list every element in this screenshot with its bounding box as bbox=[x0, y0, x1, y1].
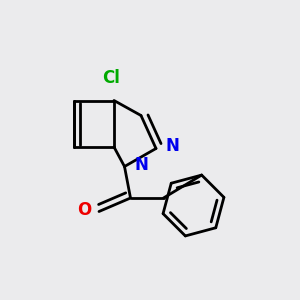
Text: N: N bbox=[166, 137, 179, 155]
Text: O: O bbox=[77, 201, 91, 219]
Text: Cl: Cl bbox=[102, 69, 120, 87]
Text: N: N bbox=[134, 156, 148, 174]
